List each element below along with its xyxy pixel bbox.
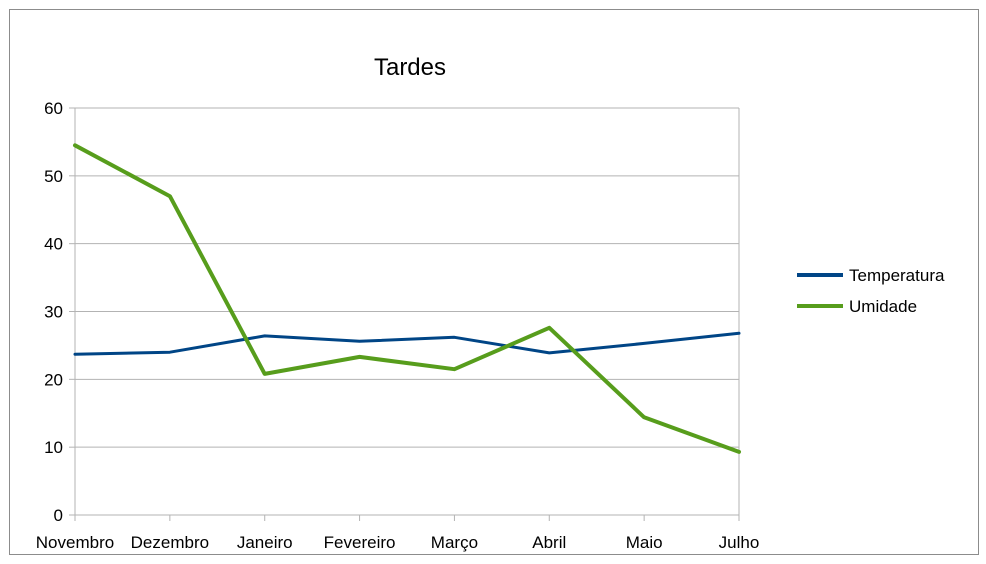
x-axis-ticks: Novembro Dezembro Janeiro Fevereiro Março Abr… <box>36 515 760 552</box>
gridlines <box>75 107 739 448</box>
x-tick-label: Maio <box>626 533 663 552</box>
y-tick-label: 30 <box>44 303 63 322</box>
series-line-temperatura <box>73 331 741 356</box>
y-tick-label: 40 <box>44 235 63 254</box>
x-tick-label: Fevereiro <box>324 533 396 552</box>
x-tick-label: Janeiro <box>237 533 293 552</box>
series-line-umidade <box>73 143 741 454</box>
series-lines <box>73 143 741 454</box>
y-tick-label: 0 <box>54 506 63 525</box>
y-tick-label: 10 <box>44 438 63 457</box>
chart-title: Tardes <box>374 54 446 81</box>
y-tick-label: 50 <box>44 167 63 186</box>
y-tick-label: 20 <box>44 370 63 389</box>
x-tick-label: Abril <box>532 533 566 552</box>
x-tick-label: Julho <box>719 533 760 552</box>
y-axis-ticks: 0 10 20 30 40 50 60 <box>44 99 75 525</box>
y-tick-label: 60 <box>44 99 63 118</box>
x-tick-label: Março <box>431 533 478 552</box>
x-tick-label: Novembro <box>36 533 114 552</box>
legend-label-umidade: Umidade <box>849 297 917 316</box>
legend: Temperatura Umidade <box>797 266 945 316</box>
x-tick-label: Dezembro <box>131 533 209 552</box>
legend-label-temperatura: Temperatura <box>849 266 945 285</box>
chart-frame <box>9 9 979 555</box>
